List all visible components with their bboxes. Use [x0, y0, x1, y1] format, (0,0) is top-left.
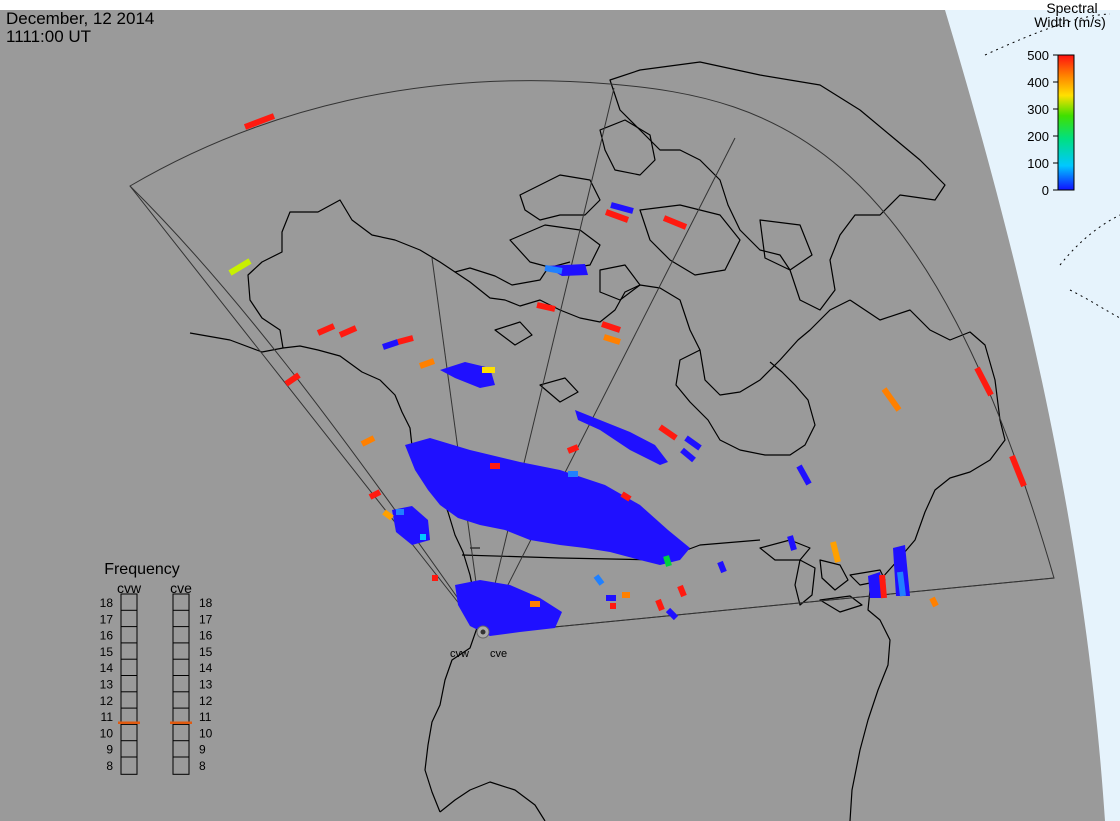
- freq-tick-15: 15: [199, 645, 213, 659]
- frequency-title: Frequency: [104, 561, 180, 578]
- freq-tick-10: 10: [199, 726, 213, 740]
- freq-tick-13: 13: [100, 678, 114, 692]
- freq-tick-10: 10: [100, 726, 114, 740]
- radar-site-marker: [476, 625, 490, 639]
- freq-tick-16: 16: [100, 629, 114, 643]
- frequency-panel: Frequency cvw cve 1817161514131211109818…: [100, 561, 213, 775]
- freq-tick-16: 16: [199, 629, 213, 643]
- freq-tick-9: 9: [106, 743, 113, 757]
- freq-tick-14: 14: [100, 661, 114, 675]
- scatter-cluster-ny2: [893, 545, 910, 596]
- freq-radar-label-cvw: cvw: [117, 580, 142, 596]
- radar-label-west: cvw: [450, 648, 469, 660]
- freq-radar-label-cve: cve: [170, 580, 192, 596]
- scatter-cluster-north: [440, 362, 495, 388]
- colorbar-title-line1: Spectral: [1046, 0, 1097, 16]
- freq-column-cvw: [120, 593, 138, 775]
- colorbar-tick-300: 300: [1027, 102, 1049, 117]
- freq-tick-17: 17: [100, 612, 114, 626]
- freq-tick-12: 12: [100, 694, 114, 708]
- freq-tick-11: 11: [199, 710, 212, 724]
- top-strip: [0, 0, 1120, 10]
- latitude-dotted-lines: [984, 13, 1120, 319]
- freq-tick-8: 8: [199, 759, 206, 773]
- coastlines: [189, 61, 1006, 821]
- ocean-region: [945, 10, 1120, 821]
- date-label: December, 12 2014: [6, 9, 154, 28]
- freq-tick-9: 9: [199, 743, 206, 757]
- scatter-data: [392, 264, 910, 636]
- freq-tick-8: 8: [106, 759, 113, 773]
- scatter-segments: [228, 113, 1027, 621]
- freq-column-cve: [172, 593, 190, 775]
- freq-tick-13: 13: [199, 678, 213, 692]
- radar-fov: [129, 80, 1055, 635]
- colorbar-title-line2: Width (m/s): [1034, 14, 1106, 30]
- colorbar-tick-500: 500: [1027, 48, 1049, 63]
- colorbar-gradient: [1057, 54, 1075, 191]
- scatter-cluster-east: [575, 410, 668, 465]
- freq-tick-18: 18: [100, 596, 114, 610]
- scatter-cluster-radar: [455, 580, 562, 636]
- scatter-band-main: [405, 438, 690, 565]
- colorbar-ticks: 500 400 300 200 100 0: [1027, 48, 1058, 198]
- freq-tick-18: 18: [199, 596, 213, 610]
- time-label: 1111:00 UT: [6, 27, 91, 46]
- freq-tick-11: 11: [101, 710, 114, 724]
- freq-tick-17: 17: [199, 612, 213, 626]
- colorbar-tick-0: 0: [1042, 183, 1049, 198]
- colorbar-tick-100: 100: [1027, 156, 1049, 171]
- freq-tick-14: 14: [199, 661, 213, 675]
- colorbar: Spectral Width (m/s) 500 400 300 200 100 0: [1027, 0, 1105, 198]
- radar-label-east: cve: [490, 648, 507, 660]
- colorbar-tick-200: 200: [1027, 129, 1049, 144]
- frequency-boxes: 18 17 16 15 14 13 12 11 10 9 8 18 17 16 15 14 13 12 11 10 9 8: [100, 593, 213, 775]
- freq-tick-12: 12: [199, 694, 213, 708]
- freq-tick-15: 15: [100, 645, 114, 659]
- colorbar-tick-400: 400: [1027, 75, 1049, 90]
